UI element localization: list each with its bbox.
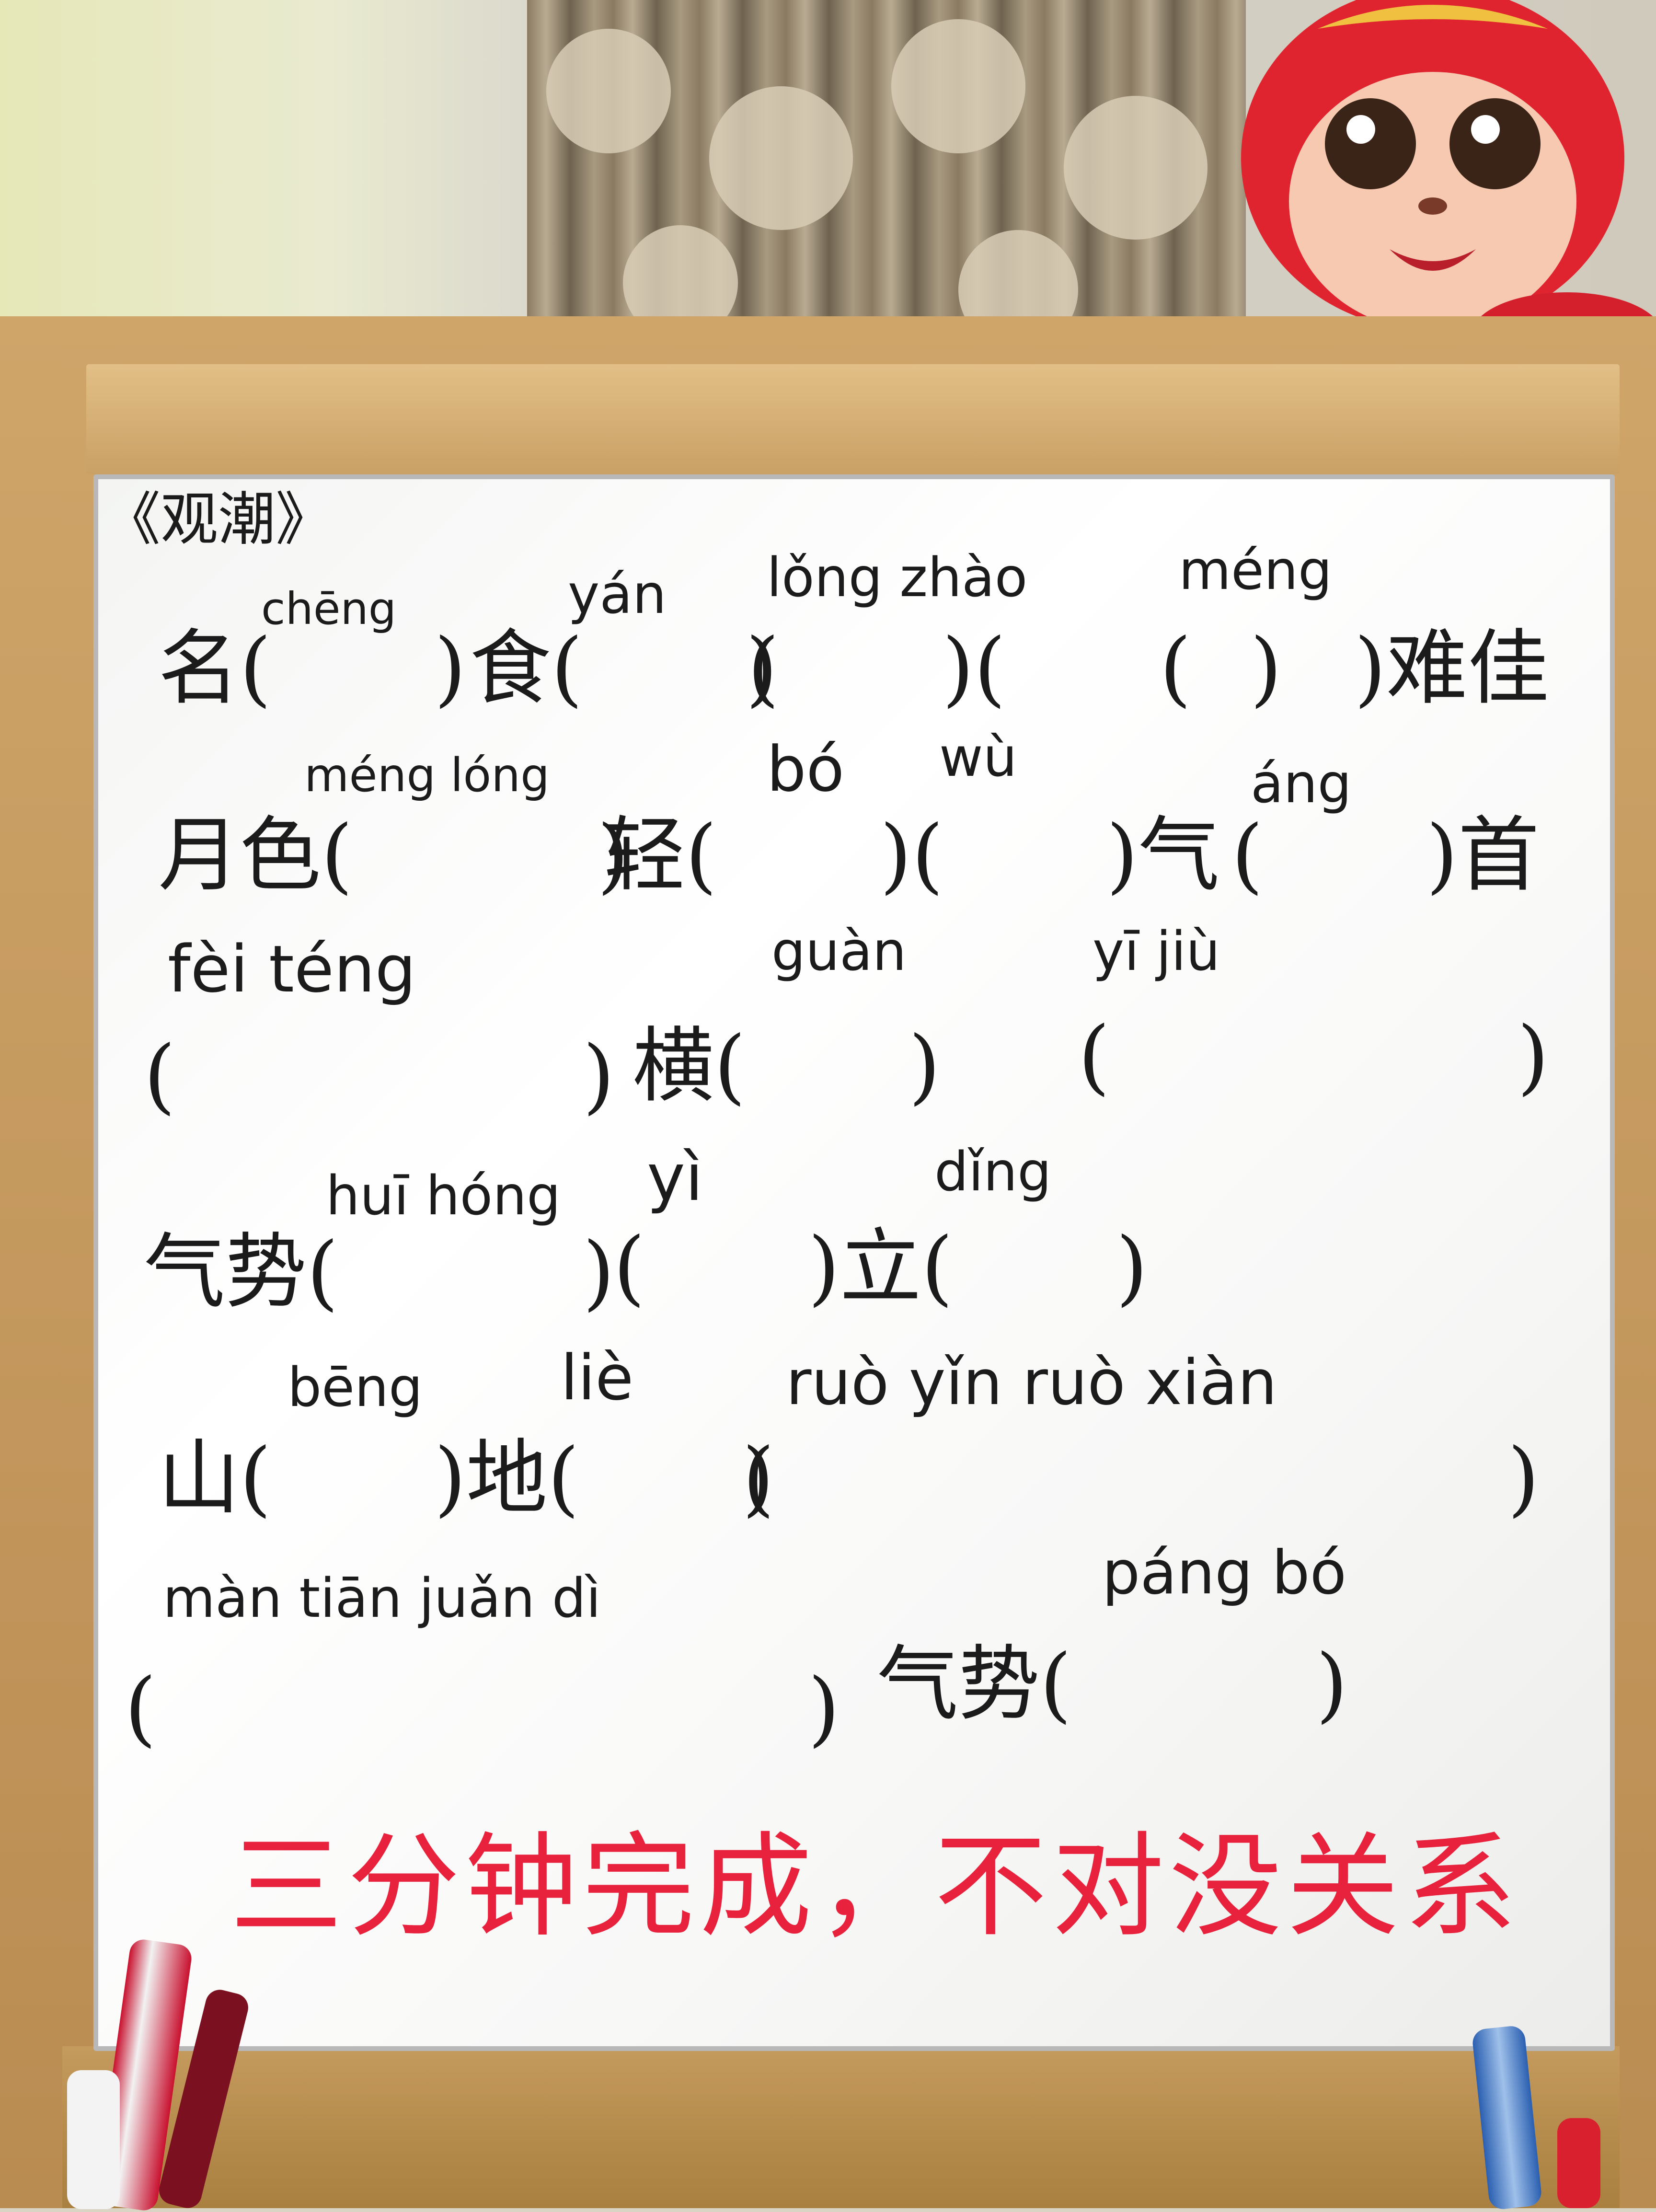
pinyin-fei-teng: fèi téng bbox=[168, 932, 416, 1007]
pinyin-long-zhao: lǒng zhào bbox=[767, 547, 1028, 609]
line-ming: 名( ) bbox=[158, 621, 466, 716]
pinyin-ruo: ruò yǐn ruò xiàn bbox=[786, 1346, 1277, 1419]
line-shou: ( )首 bbox=[1231, 808, 1540, 903]
pinyin-wu: wù bbox=[939, 726, 1017, 789]
line-yuese: 月色( ) bbox=[158, 808, 629, 903]
line-blank-c: ( ) bbox=[1078, 1009, 1549, 1104]
curtain-pattern bbox=[546, 29, 671, 153]
line-blank-e: ( ) bbox=[125, 1661, 840, 1756]
pinyin-lie: liè bbox=[561, 1341, 634, 1414]
curtain-pattern bbox=[1064, 96, 1208, 240]
pinyin-bo: bó bbox=[767, 733, 845, 806]
pinyin-pang-bo: páng bó bbox=[1102, 1538, 1347, 1608]
easel-marker-tray bbox=[62, 2046, 1620, 2208]
line-li: ( )立( ) bbox=[613, 1220, 1148, 1315]
pinyin-mantian: màn tiān juǎn dì bbox=[163, 1567, 601, 1630]
line-blank-b: ( ) bbox=[144, 1028, 615, 1123]
line-qing: 轻( )( )气 bbox=[604, 808, 1220, 903]
white-marker bbox=[67, 2070, 120, 2209]
line-qishi-b: 气势( ) bbox=[877, 1637, 1348, 1732]
line-heng: 横( ) bbox=[632, 1019, 941, 1114]
pinyin-hui-hong: huī hóng bbox=[326, 1165, 561, 1227]
line-blank-a: ( )( ) bbox=[748, 621, 1282, 716]
board-title: 《观潮》 bbox=[103, 486, 333, 553]
pinyin-beng: bēng bbox=[288, 1357, 423, 1419]
curtain-pattern bbox=[891, 19, 1025, 153]
whiteboard bbox=[93, 474, 1615, 2051]
pinyin-ang: áng bbox=[1251, 753, 1352, 815]
pinyin-cheng: chēng bbox=[261, 583, 397, 634]
curtain-pattern bbox=[709, 86, 853, 230]
red-cap-marker bbox=[1557, 2118, 1600, 2208]
line-nanjia: ( )难佳 bbox=[1160, 621, 1549, 716]
easel-top-rail bbox=[86, 364, 1620, 474]
line-qishi-a: 气势( ) bbox=[144, 1225, 615, 1320]
pinyin-yan: yán bbox=[568, 564, 667, 626]
pinyin-ding: dǐng bbox=[934, 1141, 1052, 1203]
line-blank-d: ( ) bbox=[743, 1431, 1540, 1526]
red-note: 三分钟完成，不对没关系 bbox=[230, 1821, 1521, 1952]
pinyin-guan: guàn bbox=[771, 921, 907, 983]
pinyin-yi-jiu: yī jiù bbox=[1092, 921, 1220, 983]
line-shi: 食( ) bbox=[470, 621, 778, 716]
pinyin-meng: méng bbox=[1179, 540, 1333, 602]
pinyin-yi: yì bbox=[647, 1140, 703, 1215]
line-shan: 山( )地( ) bbox=[158, 1431, 774, 1526]
pinyin-meng-long: méng lóng bbox=[304, 749, 550, 802]
